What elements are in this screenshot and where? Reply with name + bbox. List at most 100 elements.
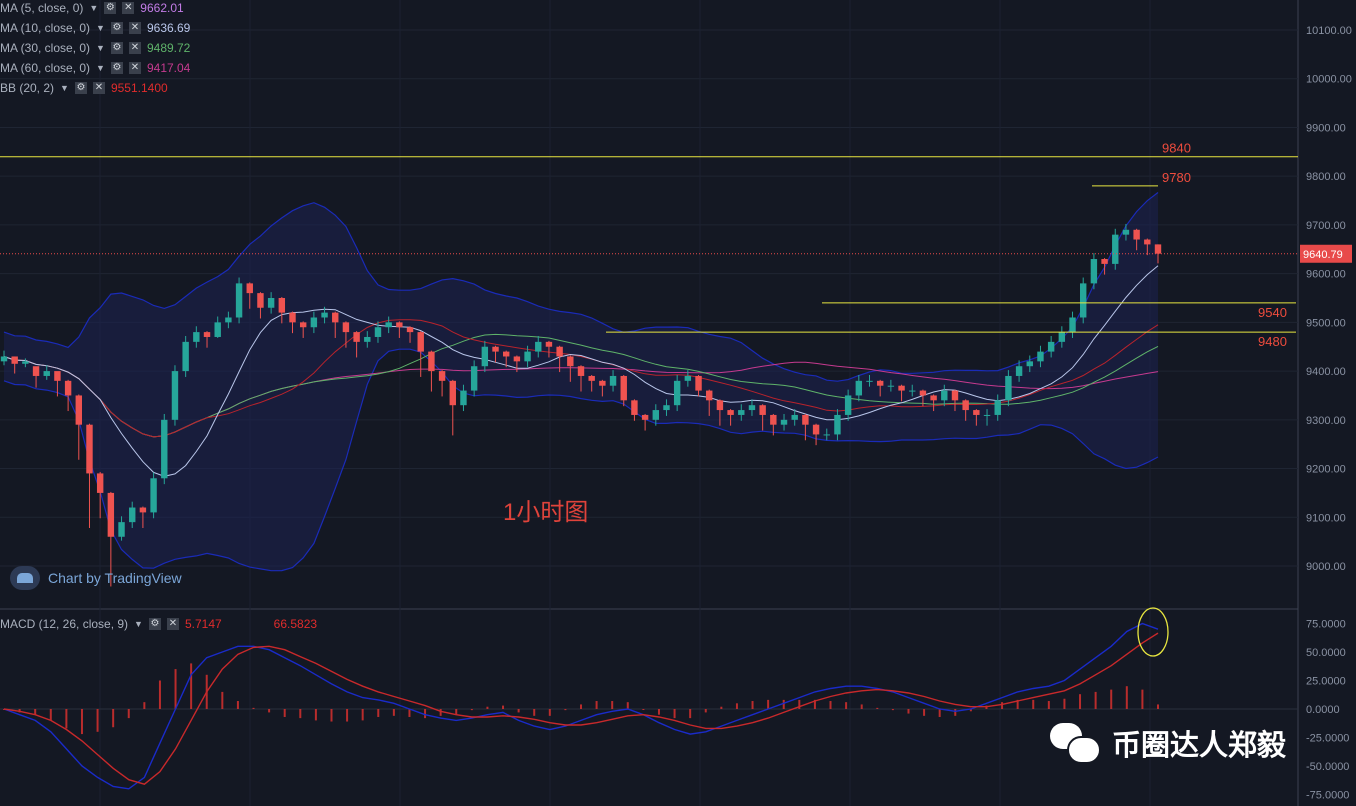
chevron-down-icon[interactable]: ▼ bbox=[96, 43, 105, 53]
candle-body bbox=[385, 322, 392, 328]
candle-body bbox=[1144, 239, 1151, 245]
macd-tick-label: 0.0000 bbox=[1306, 704, 1340, 716]
candle-body bbox=[278, 298, 286, 313]
legend-bb-label: BB (20, 2) bbox=[0, 81, 55, 95]
candle-body bbox=[513, 356, 521, 362]
legend-ma5-label: MA (5, close, 0) bbox=[0, 1, 84, 15]
candle-body bbox=[983, 414, 991, 416]
candle-body bbox=[481, 346, 489, 367]
candle-body bbox=[791, 414, 798, 420]
macd-histogram-bar bbox=[673, 709, 676, 719]
candle-body bbox=[909, 390, 916, 392]
macd-histogram-bar bbox=[470, 709, 473, 711]
candle-body bbox=[951, 390, 959, 401]
candle-body bbox=[855, 380, 863, 396]
gear-icon[interactable]: ⚙ bbox=[110, 22, 123, 34]
legend-ma5[interactable]: MA (5, close, 0) ▼ ⚙ ✕ 9662.01 bbox=[0, 0, 184, 16]
candle-body bbox=[866, 380, 873, 382]
level-label-9480: 9480 bbox=[1258, 334, 1287, 349]
macd-histogram-bar bbox=[891, 709, 894, 711]
candle-body bbox=[887, 385, 895, 387]
legend-bb-value: 9551.1400 bbox=[110, 81, 168, 95]
candle-body bbox=[364, 336, 371, 342]
macd-histogram-bar bbox=[1063, 698, 1066, 709]
legend-ma10[interactable]: MA (10, close, 0) ▼ ⚙ ✕ 9636.69 bbox=[0, 20, 190, 36]
gear-icon[interactable]: ⚙ bbox=[110, 62, 123, 74]
chevron-down-icon[interactable]: ▼ bbox=[60, 83, 69, 93]
macd-histogram-bar bbox=[34, 709, 37, 715]
tradingview-watermark[interactable]: Chart by TradingView bbox=[10, 566, 182, 590]
legend-ma60-label: MA (60, close, 0) bbox=[0, 61, 91, 75]
candle-body bbox=[129, 507, 136, 523]
price-tick-label: 9200.00 bbox=[1306, 464, 1346, 476]
candle-body bbox=[32, 366, 40, 376]
macd-histogram-bar bbox=[642, 709, 645, 710]
macd-histogram-bar bbox=[174, 669, 177, 709]
legend-ma10-value: 9636.69 bbox=[146, 21, 191, 35]
wechat-signature: 币圈达人郑毅 bbox=[1050, 722, 1286, 764]
macd-histogram-bar bbox=[190, 663, 193, 709]
candle-body bbox=[470, 366, 478, 391]
chevron-down-icon[interactable]: ▼ bbox=[96, 63, 105, 73]
candle-body bbox=[898, 385, 905, 391]
macd-histogram-bar bbox=[80, 709, 83, 735]
macd-histogram-bar bbox=[876, 707, 879, 709]
close-icon[interactable]: ✕ bbox=[128, 62, 141, 74]
candle-body bbox=[673, 380, 681, 406]
legend-macd-label: MACD (12, 26, close, 9) bbox=[0, 617, 129, 631]
macd-histogram-bar bbox=[236, 701, 239, 709]
level-label-9840: 9840 bbox=[1162, 141, 1191, 156]
close-icon[interactable]: ✕ bbox=[92, 82, 105, 94]
wechat-signature-text: 币圈达人郑毅 bbox=[1112, 730, 1287, 762]
macd-histogram-bar bbox=[1125, 686, 1128, 709]
candle-body bbox=[620, 375, 627, 401]
candle-body bbox=[1047, 341, 1055, 352]
gear-icon[interactable]: ⚙ bbox=[104, 2, 117, 14]
candle-body bbox=[919, 390, 927, 396]
macd-histogram-bar bbox=[954, 709, 957, 716]
gear-icon[interactable]: ⚙ bbox=[148, 618, 161, 630]
candle-body bbox=[535, 341, 542, 352]
candle-body bbox=[492, 346, 499, 352]
chevron-down-icon[interactable]: ▼ bbox=[89, 3, 99, 13]
legend-ma30-value: 9489.72 bbox=[146, 41, 191, 55]
close-icon[interactable]: ✕ bbox=[122, 2, 135, 14]
macd-histogram-bar bbox=[112, 709, 115, 728]
candle-body bbox=[941, 390, 948, 401]
close-icon[interactable]: ✕ bbox=[166, 618, 179, 630]
macd-histogram-bar bbox=[829, 701, 832, 709]
legend-macd[interactable]: MACD (12, 26, close, 9) ▼ ⚙ ✕ 5.7147 66.… bbox=[0, 616, 317, 632]
price-tick-label: 9400.00 bbox=[1306, 366, 1346, 378]
macd-histogram-bar bbox=[158, 680, 161, 709]
candle-body bbox=[182, 341, 189, 372]
price-badge-text: 9640.79 bbox=[1303, 249, 1343, 261]
candle-body bbox=[738, 410, 745, 415]
candle-body bbox=[342, 322, 350, 333]
chevron-down-icon[interactable]: ▼ bbox=[134, 619, 143, 629]
chevron-down-icon[interactable]: ▼ bbox=[96, 23, 105, 33]
close-icon[interactable]: ✕ bbox=[128, 22, 141, 34]
candle-body bbox=[1101, 259, 1108, 264]
price-tick-label: 10100.00 bbox=[1306, 25, 1352, 37]
candle-body bbox=[759, 405, 766, 415]
macd-histogram-bar bbox=[689, 709, 692, 719]
gear-icon[interactable]: ⚙ bbox=[110, 42, 123, 54]
candle-body bbox=[203, 332, 211, 337]
bollinger-lower-band bbox=[3, 348, 1159, 572]
macd-histogram-bar bbox=[767, 699, 770, 709]
gear-icon[interactable]: ⚙ bbox=[74, 82, 87, 94]
close-icon[interactable]: ✕ bbox=[128, 42, 141, 54]
candle-body bbox=[1122, 229, 1130, 235]
macd-histogram-bar bbox=[1110, 689, 1113, 709]
legend-ma30[interactable]: MA (30, close, 0) ▼ ⚙ ✕ 9489.72 bbox=[0, 40, 190, 56]
timeframe-annotation: 1小时图 bbox=[503, 499, 589, 526]
macd-histogram-bar bbox=[1001, 702, 1004, 709]
candle-body bbox=[299, 322, 307, 328]
candle-body bbox=[257, 293, 264, 308]
legend-ma30-label: MA (30, close, 0) bbox=[0, 41, 91, 55]
legend-ma60[interactable]: MA (60, close, 0) ▼ ⚙ ✕ 9417.04 bbox=[0, 60, 190, 76]
price-tick-label: 9700.00 bbox=[1306, 220, 1346, 232]
legend-bb[interactable]: BB (20, 2) ▼ ⚙ ✕ 9551.1400 bbox=[0, 80, 168, 96]
candle-body bbox=[171, 371, 179, 420]
